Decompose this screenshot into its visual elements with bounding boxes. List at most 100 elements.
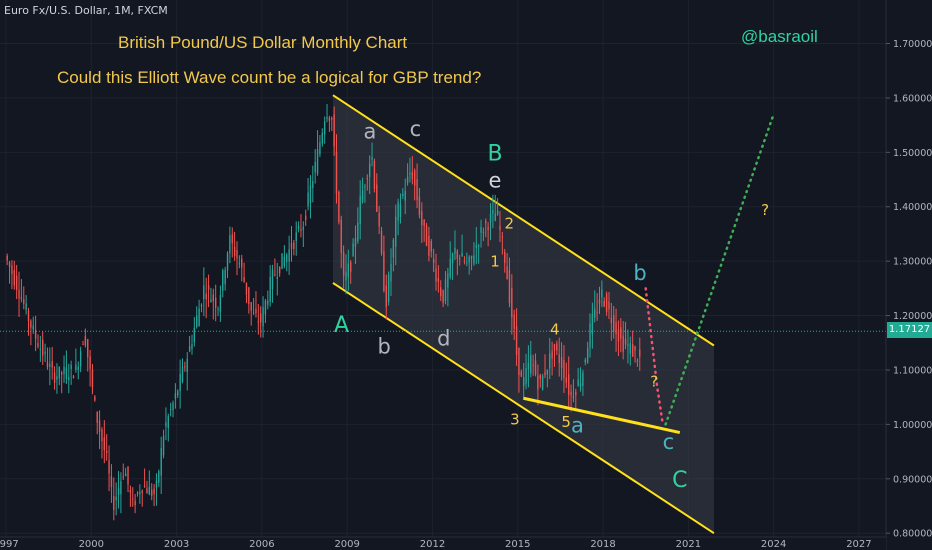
candle — [390, 248, 392, 296]
candle-body — [601, 289, 603, 298]
candle — [30, 319, 32, 346]
candle-body — [290, 242, 293, 249]
candle — [629, 336, 631, 366]
candle — [470, 255, 473, 271]
candle — [620, 318, 622, 353]
candle-body — [613, 315, 615, 332]
candle-body — [392, 239, 395, 258]
candle — [634, 345, 636, 363]
author-handle: @basraoil — [741, 27, 818, 46]
candle — [188, 336, 191, 353]
candle — [196, 306, 198, 329]
candle — [556, 340, 558, 356]
candle — [525, 353, 527, 390]
candle-body — [274, 274, 276, 276]
candle-body — [205, 293, 207, 300]
candle-body — [423, 219, 425, 226]
candle-body — [518, 347, 520, 375]
candle-body — [639, 349, 641, 357]
x-tick-label: 2024 — [761, 539, 786, 550]
candle-body — [226, 253, 229, 271]
candle — [155, 473, 158, 506]
candle-body — [184, 366, 186, 368]
candle-body — [25, 303, 27, 311]
wave-label: 1 — [490, 253, 500, 271]
candle — [399, 193, 402, 224]
candle-body — [395, 216, 397, 247]
candle — [364, 183, 366, 203]
candle-body — [49, 363, 51, 367]
candle — [25, 295, 27, 315]
candle-body — [466, 262, 468, 264]
candle — [506, 253, 508, 280]
wave-label: d — [437, 326, 450, 350]
candle-body — [302, 227, 305, 230]
candle-body — [565, 377, 568, 383]
candle — [293, 239, 295, 256]
candle — [191, 334, 193, 355]
candle — [333, 106, 335, 156]
y-tick-label: 1.30000 — [893, 257, 932, 268]
candle-body — [165, 422, 167, 427]
candle — [63, 355, 65, 384]
candle — [539, 373, 541, 388]
candle — [378, 205, 380, 235]
candle-body — [608, 301, 610, 310]
candle — [406, 163, 409, 186]
candle-body — [63, 366, 65, 375]
candle-body — [444, 279, 447, 301]
candle-body — [421, 211, 423, 225]
candle-body — [575, 392, 577, 396]
candle-body — [636, 360, 639, 362]
candle-body — [122, 476, 124, 478]
candle — [335, 134, 338, 204]
candle — [345, 254, 347, 295]
candle-body — [487, 227, 489, 230]
candle — [477, 243, 480, 264]
candle — [20, 279, 23, 303]
candle-body — [610, 317, 613, 324]
candle-body — [385, 285, 387, 308]
candle-body — [172, 402, 174, 410]
candle-body — [404, 190, 406, 201]
candle-body — [430, 240, 432, 252]
candle-body — [151, 489, 153, 496]
wave-label: a — [363, 120, 376, 144]
candle-body — [281, 253, 283, 269]
candle-body — [72, 376, 75, 379]
candle — [134, 494, 136, 514]
x-tick-label: 2006 — [249, 539, 274, 550]
candle — [23, 286, 25, 310]
candle — [238, 255, 241, 269]
candle — [305, 209, 307, 226]
candle-body — [350, 261, 352, 272]
candle — [570, 384, 572, 412]
x-axis-panel — [0, 537, 886, 550]
candle-body — [18, 289, 20, 299]
candle-body — [174, 393, 177, 399]
candle — [205, 277, 207, 319]
candle — [224, 266, 226, 291]
candle — [278, 266, 281, 277]
candle-body — [551, 350, 553, 359]
candle — [423, 219, 425, 242]
candle — [475, 226, 477, 265]
candle — [496, 198, 499, 216]
candle-body — [82, 344, 84, 346]
candle — [101, 427, 103, 459]
candle-body — [416, 179, 418, 201]
candle-body — [115, 496, 117, 501]
wave-label: b — [633, 261, 646, 285]
candle-body — [243, 277, 245, 282]
candle-body — [326, 117, 328, 119]
candle-body — [428, 235, 430, 256]
candle — [245, 282, 248, 304]
candle-body — [181, 366, 184, 382]
candle-body — [345, 271, 347, 281]
candle — [416, 163, 418, 209]
candle — [404, 178, 406, 215]
x-tick-label: 2012 — [420, 539, 445, 550]
candle — [527, 345, 530, 388]
wave-label: A — [334, 313, 349, 338]
